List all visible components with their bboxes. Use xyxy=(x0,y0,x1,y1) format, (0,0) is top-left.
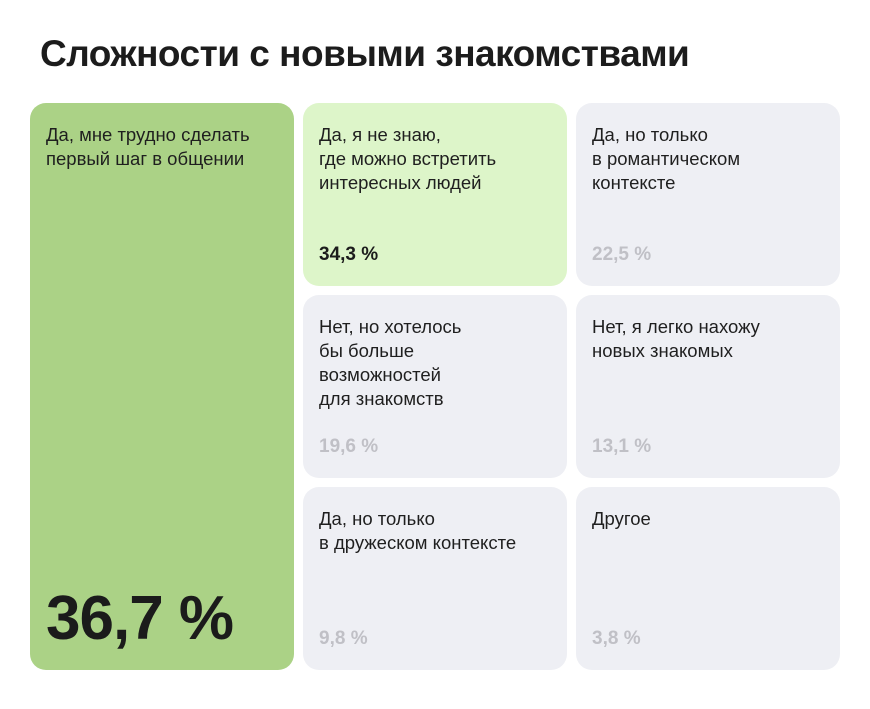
tile-label: Нет, я легко нахожу новых знакомых xyxy=(592,316,760,361)
treemap-tile-6: Да, но только в дружеском контексте 9,8 % xyxy=(303,487,567,670)
tile-label: Да, но только в дружеском контексте xyxy=(319,508,517,553)
tile-label: Да, мне трудно сделать первый шаг в обще… xyxy=(46,124,250,169)
treemap-tile-1: Да, мне трудно сделать первый шаг в обще… xyxy=(30,103,294,670)
treemap-tile-7: Другое 3,8 % xyxy=(576,487,840,670)
tile-value: 34,3 % xyxy=(319,244,379,265)
tile-value: 22,5 % xyxy=(592,244,652,265)
tile-label: Да, я не знаю, где можно встретить интер… xyxy=(319,124,497,193)
chart-title: Сложности с новыми знакомствами xyxy=(40,33,690,74)
tile-label: Да, но только в романтическом контексте xyxy=(592,124,741,193)
tile-label: Нет, но хотелось бы больше возможностей … xyxy=(319,316,462,409)
tile-label: Другое xyxy=(592,508,651,529)
treemap-tile-3: Да, но только в романтическом контексте 2… xyxy=(576,103,840,286)
tile-value: 3,8 % xyxy=(592,628,641,649)
tile-value: 36,7 % xyxy=(46,584,234,653)
treemap-tile-4: Нет, но хотелось бы больше возможностей … xyxy=(303,295,567,478)
treemap-tile-2: Да, я не знаю, где можно встретить интер… xyxy=(303,103,567,286)
tile-value: 19,6 % xyxy=(319,436,379,457)
tile-value: 9,8 % xyxy=(319,628,368,649)
treemap-tile-5: Нет, я легко нахожу новых знакомых 13,1 % xyxy=(576,295,840,478)
tile-value: 13,1 % xyxy=(592,436,652,457)
